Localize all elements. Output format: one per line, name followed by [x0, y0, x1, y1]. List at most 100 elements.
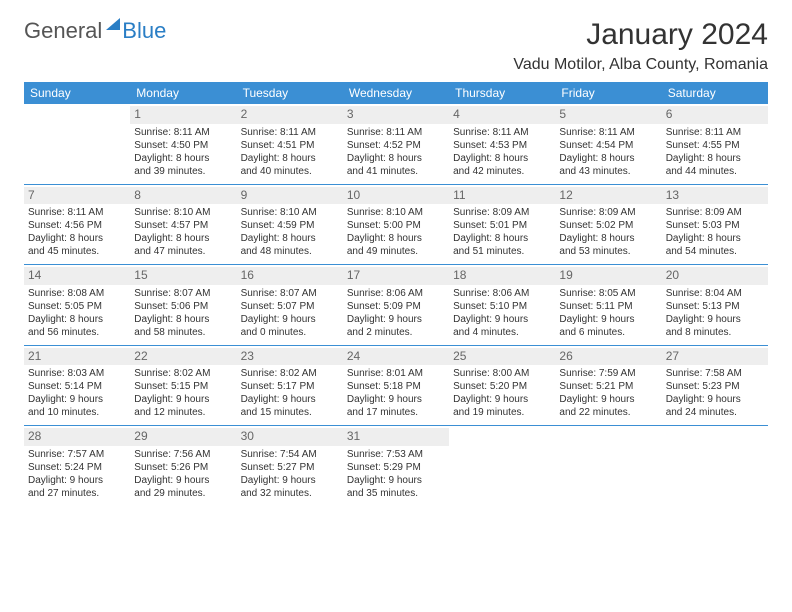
daylight-text: and 40 minutes. [241, 165, 339, 178]
sunrise-text: Sunrise: 8:06 AM [347, 287, 445, 300]
day-number: 21 [24, 348, 130, 366]
daylight-text: Daylight: 8 hours [28, 313, 126, 326]
logo-text-general: General [24, 18, 102, 44]
daylight-text: Daylight: 9 hours [28, 474, 126, 487]
sunrise-text: Sunrise: 8:07 AM [134, 287, 232, 300]
col-tuesday: Tuesday [237, 82, 343, 104]
col-sunday: Sunday [24, 82, 130, 104]
sunrise-text: Sunrise: 7:56 AM [134, 448, 232, 461]
sunset-text: Sunset: 4:51 PM [241, 139, 339, 152]
day-number: 25 [449, 348, 555, 366]
daylight-text: Daylight: 8 hours [666, 152, 764, 165]
day-number: 28 [24, 428, 130, 446]
daylight-text: and 44 minutes. [666, 165, 764, 178]
sunrise-text: Sunrise: 7:59 AM [559, 367, 657, 380]
sunrise-text: Sunrise: 8:07 AM [241, 287, 339, 300]
sunset-text: Sunset: 5:01 PM [453, 219, 551, 232]
calendar-week: 1Sunrise: 8:11 AMSunset: 4:50 PMDaylight… [24, 104, 768, 184]
daylight-text: Daylight: 9 hours [241, 474, 339, 487]
sunrise-text: Sunrise: 8:06 AM [453, 287, 551, 300]
daylight-text: Daylight: 9 hours [453, 393, 551, 406]
calendar-cell: 6Sunrise: 8:11 AMSunset: 4:55 PMDaylight… [662, 104, 768, 184]
daylight-text: Daylight: 9 hours [347, 474, 445, 487]
daylight-text: Daylight: 8 hours [241, 232, 339, 245]
day-number: 14 [24, 267, 130, 285]
calendar-cell: 8Sunrise: 8:10 AMSunset: 4:57 PMDaylight… [130, 184, 236, 265]
sunset-text: Sunset: 5:06 PM [134, 300, 232, 313]
daylight-text: and 6 minutes. [559, 326, 657, 339]
logo-text-blue: Blue [122, 18, 166, 44]
sunrise-text: Sunrise: 8:09 AM [666, 206, 764, 219]
calendar-body: 1Sunrise: 8:11 AMSunset: 4:50 PMDaylight… [24, 104, 768, 506]
sunrise-text: Sunrise: 8:11 AM [666, 126, 764, 139]
calendar-cell: 3Sunrise: 8:11 AMSunset: 4:52 PMDaylight… [343, 104, 449, 184]
day-number: 15 [130, 267, 236, 285]
calendar-cell: 20Sunrise: 8:04 AMSunset: 5:13 PMDayligh… [662, 265, 768, 346]
title-block: January 2024 Vadu Motilor, Alba County, … [513, 18, 768, 74]
sunrise-text: Sunrise: 8:09 AM [559, 206, 657, 219]
sunrise-text: Sunrise: 8:10 AM [241, 206, 339, 219]
day-number: 5 [555, 106, 661, 124]
sunset-text: Sunset: 4:57 PM [134, 219, 232, 232]
day-number: 31 [343, 428, 449, 446]
calendar-week: 28Sunrise: 7:57 AMSunset: 5:24 PMDayligh… [24, 426, 768, 506]
daylight-text: and 4 minutes. [453, 326, 551, 339]
sunset-text: Sunset: 5:20 PM [453, 380, 551, 393]
daylight-text: and 0 minutes. [241, 326, 339, 339]
calendar-cell: 5Sunrise: 8:11 AMSunset: 4:54 PMDaylight… [555, 104, 661, 184]
daylight-text: Daylight: 9 hours [241, 393, 339, 406]
calendar-cell: 23Sunrise: 8:02 AMSunset: 5:17 PMDayligh… [237, 345, 343, 426]
sunset-text: Sunset: 5:21 PM [559, 380, 657, 393]
day-number: 16 [237, 267, 343, 285]
calendar-cell: 10Sunrise: 8:10 AMSunset: 5:00 PMDayligh… [343, 184, 449, 265]
calendar-cell: 16Sunrise: 8:07 AMSunset: 5:07 PMDayligh… [237, 265, 343, 346]
calendar-cell: 17Sunrise: 8:06 AMSunset: 5:09 PMDayligh… [343, 265, 449, 346]
daylight-text: and 8 minutes. [666, 326, 764, 339]
sunset-text: Sunset: 5:07 PM [241, 300, 339, 313]
sunset-text: Sunset: 4:55 PM [666, 139, 764, 152]
day-number: 11 [449, 187, 555, 205]
daylight-text: and 22 minutes. [559, 406, 657, 419]
sunset-text: Sunset: 4:59 PM [241, 219, 339, 232]
calendar-cell: 26Sunrise: 7:59 AMSunset: 5:21 PMDayligh… [555, 345, 661, 426]
sunrise-text: Sunrise: 8:02 AM [134, 367, 232, 380]
day-number: 18 [449, 267, 555, 285]
location: Vadu Motilor, Alba County, Romania [513, 56, 768, 74]
sunrise-text: Sunrise: 8:11 AM [134, 126, 232, 139]
col-wednesday: Wednesday [343, 82, 449, 104]
daylight-text: Daylight: 8 hours [666, 232, 764, 245]
col-thursday: Thursday [449, 82, 555, 104]
calendar-cell: 30Sunrise: 7:54 AMSunset: 5:27 PMDayligh… [237, 426, 343, 506]
day-number: 1 [130, 106, 236, 124]
daylight-text: and 12 minutes. [134, 406, 232, 419]
sunset-text: Sunset: 5:26 PM [134, 461, 232, 474]
calendar-cell: 11Sunrise: 8:09 AMSunset: 5:01 PMDayligh… [449, 184, 555, 265]
daylight-text: and 43 minutes. [559, 165, 657, 178]
sunrise-text: Sunrise: 8:02 AM [241, 367, 339, 380]
calendar-cell: 2Sunrise: 8:11 AMSunset: 4:51 PMDaylight… [237, 104, 343, 184]
calendar-cell: 7Sunrise: 8:11 AMSunset: 4:56 PMDaylight… [24, 184, 130, 265]
header: General Blue January 2024 Vadu Motilor, … [24, 18, 768, 74]
sunset-text: Sunset: 5:00 PM [347, 219, 445, 232]
sunset-text: Sunset: 4:54 PM [559, 139, 657, 152]
sunset-text: Sunset: 5:23 PM [666, 380, 764, 393]
daylight-text: and 2 minutes. [347, 326, 445, 339]
daylight-text: Daylight: 9 hours [559, 393, 657, 406]
sunrise-text: Sunrise: 8:05 AM [559, 287, 657, 300]
sunset-text: Sunset: 5:05 PM [28, 300, 126, 313]
day-number: 22 [130, 348, 236, 366]
col-friday: Friday [555, 82, 661, 104]
calendar-table: Sunday Monday Tuesday Wednesday Thursday… [24, 82, 768, 506]
calendar-cell: 18Sunrise: 8:06 AMSunset: 5:10 PMDayligh… [449, 265, 555, 346]
calendar-cell: 25Sunrise: 8:00 AMSunset: 5:20 PMDayligh… [449, 345, 555, 426]
day-number: 10 [343, 187, 449, 205]
calendar-cell: 27Sunrise: 7:58 AMSunset: 5:23 PMDayligh… [662, 345, 768, 426]
sunrise-text: Sunrise: 8:10 AM [347, 206, 445, 219]
day-number: 12 [555, 187, 661, 205]
daylight-text: Daylight: 9 hours [666, 313, 764, 326]
sunrise-text: Sunrise: 8:01 AM [347, 367, 445, 380]
calendar-cell: 29Sunrise: 7:56 AMSunset: 5:26 PMDayligh… [130, 426, 236, 506]
sunset-text: Sunset: 5:27 PM [241, 461, 339, 474]
daylight-text: Daylight: 9 hours [666, 393, 764, 406]
day-number: 9 [237, 187, 343, 205]
